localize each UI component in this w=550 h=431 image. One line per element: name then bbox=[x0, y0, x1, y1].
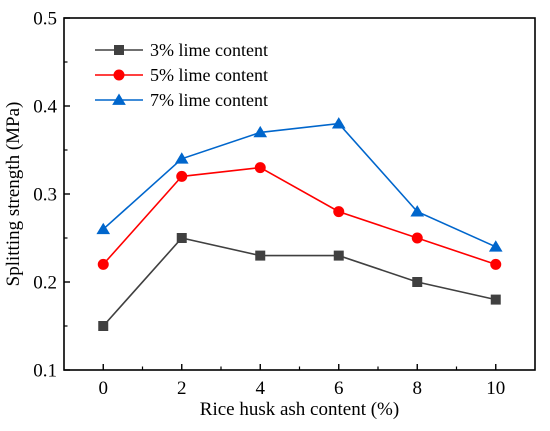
data-point bbox=[333, 206, 345, 218]
y-tick-label: 0.1 bbox=[33, 361, 57, 382]
y-axis-tick-marks bbox=[64, 17, 70, 371]
data-point bbox=[253, 125, 268, 138]
x-tick-label: 8 bbox=[413, 378, 423, 399]
data-point bbox=[331, 117, 346, 129]
y-tick-label: 0.3 bbox=[33, 185, 57, 206]
data-point bbox=[490, 294, 501, 305]
data-point bbox=[488, 240, 503, 252]
x-axis-title: Rice husk ash content (%) bbox=[200, 399, 399, 420]
y-axis-tick-labels: 0.1 0.2 0.3 0.4 0.5 bbox=[33, 9, 57, 382]
x-tick-label: 4 bbox=[256, 378, 266, 399]
series-layer bbox=[96, 117, 503, 331]
legend-entry: 5% lime content bbox=[95, 65, 268, 85]
series-line bbox=[102, 166, 497, 266]
legend-label: 7% lime content bbox=[150, 90, 268, 110]
y-tick-label: 0.4 bbox=[33, 97, 57, 118]
x-tick-label: 2 bbox=[177, 378, 187, 399]
data-point bbox=[333, 250, 344, 261]
data-point bbox=[174, 152, 189, 164]
data-point bbox=[96, 222, 111, 235]
legend-entry: 7% lime content bbox=[95, 90, 268, 110]
series-circle bbox=[97, 162, 502, 270]
data-point bbox=[176, 170, 188, 182]
data-point bbox=[410, 205, 425, 217]
x-axis-tick-labels: 0 2 4 6 8 10 bbox=[99, 378, 506, 399]
series-triangle bbox=[96, 117, 503, 252]
x-tick-label: 6 bbox=[334, 378, 344, 399]
legend-entry: 3% lime content bbox=[95, 40, 268, 60]
series-square bbox=[98, 233, 501, 331]
data-point bbox=[176, 233, 187, 243]
data-point bbox=[98, 321, 109, 331]
legend: 3% lime content 5% lime content 7% lime co… bbox=[95, 40, 268, 110]
x-tick-label: 10 bbox=[486, 378, 505, 399]
y-tick-label: 0.5 bbox=[33, 9, 57, 30]
series-line bbox=[102, 237, 496, 327]
legend-marker bbox=[114, 45, 124, 55]
legend-label: 5% lime content bbox=[150, 65, 268, 85]
series-line bbox=[102, 122, 497, 248]
plot-area-frame bbox=[63, 17, 536, 371]
data-point bbox=[254, 162, 266, 174]
data-point bbox=[490, 258, 502, 270]
data-point bbox=[411, 232, 423, 244]
legend-label: 3% lime content bbox=[150, 40, 268, 60]
data-point bbox=[255, 250, 266, 261]
y-axis-title: Splitting strength (MPa) bbox=[3, 102, 24, 287]
data-point bbox=[97, 258, 109, 270]
x-tick-label: 0 bbox=[99, 378, 109, 399]
x-axis-tick-marks bbox=[102, 364, 497, 370]
legend-marker bbox=[113, 69, 125, 81]
data-point bbox=[412, 277, 423, 287]
y-tick-label: 0.2 bbox=[33, 273, 57, 294]
legend-marker bbox=[112, 93, 126, 105]
